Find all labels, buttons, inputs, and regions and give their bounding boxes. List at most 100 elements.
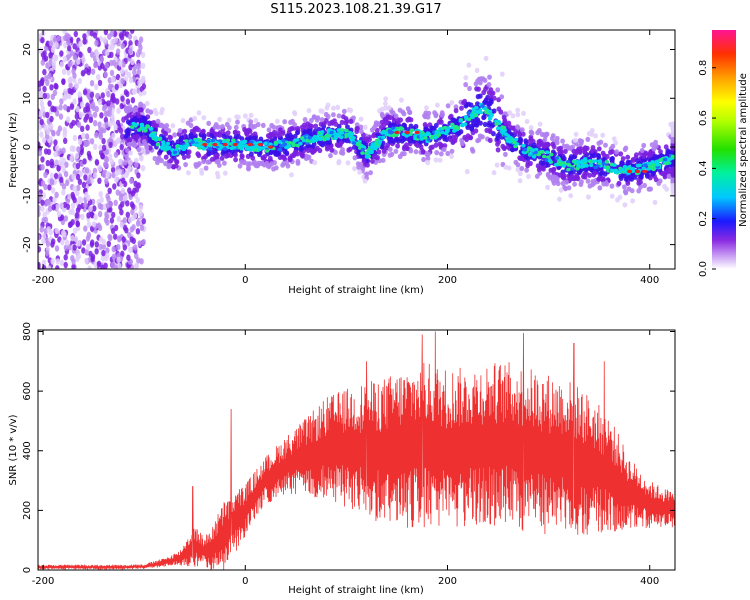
spectral-core-cell	[298, 141, 303, 146]
noise-cell	[116, 256, 121, 264]
spectral-peak-cell	[232, 142, 238, 147]
noise-cell	[63, 215, 69, 222]
spectral-cell	[556, 146, 562, 152]
spectral-core-cell	[131, 121, 136, 126]
spectral-cell	[642, 152, 648, 158]
spectral-core-cell	[252, 148, 258, 152]
spectral-core-cell	[398, 126, 404, 130]
spectral-cell	[307, 130, 313, 136]
spectral-cell	[517, 170, 523, 177]
noise-cell	[46, 128, 51, 135]
spectral-core-cell	[450, 122, 455, 127]
noise-cell	[97, 98, 103, 106]
spectral-cell	[371, 154, 377, 160]
noise-cell	[118, 60, 123, 67]
spectral-cell	[510, 146, 516, 153]
noise-cell	[40, 59, 45, 66]
spectral-core-cell	[145, 124, 150, 128]
noise-cell	[114, 176, 119, 183]
noise-cell	[63, 244, 69, 251]
x-tick-label: 0	[242, 576, 248, 587]
noise-cell	[72, 98, 77, 105]
spectral-core-cell	[593, 165, 598, 170]
noise-cell	[38, 210, 41, 217]
noise-cell	[100, 255, 106, 262]
spectral-cell	[309, 117, 314, 123]
noise-cell	[93, 61, 98, 69]
noise-cell	[97, 79, 103, 87]
spectral-cell	[622, 146, 628, 152]
spectral-cell	[383, 101, 388, 107]
colorbar-tick-label: 0.4	[698, 160, 709, 176]
noise-cell	[72, 185, 77, 192]
spectral-core-cell	[664, 161, 670, 166]
spectral-cell	[614, 149, 619, 155]
spectral-cell	[315, 115, 321, 121]
noise-cell	[83, 225, 88, 232]
spectral-cell	[635, 158, 641, 164]
spectral-cell	[167, 134, 173, 140]
noise-cell	[77, 178, 83, 185]
spectral-cell	[269, 122, 275, 129]
spectral-core-cell	[263, 141, 268, 146]
noise-cell	[84, 191, 89, 198]
spectral-core-cell	[351, 141, 357, 145]
noise-cell	[59, 50, 64, 57]
spectral-cell	[352, 155, 358, 161]
spectral-cell	[159, 110, 164, 116]
spectral-core-cell	[129, 125, 135, 129]
noise-cell	[38, 47, 43, 54]
spectral-cell	[482, 77, 488, 83]
spectral-cell	[582, 146, 588, 152]
spectral-core-cell	[605, 165, 610, 169]
spectral-cell	[515, 112, 521, 118]
noise-cell	[105, 247, 110, 254]
y-tick-label: 10	[22, 92, 33, 105]
noise-cell	[76, 253, 82, 260]
noise-cell	[107, 187, 112, 194]
spectral-cell	[127, 136, 133, 142]
noise-cell	[58, 104, 63, 111]
noise-cell	[101, 170, 106, 178]
spectral-cell	[136, 113, 142, 119]
noise-cell	[96, 260, 102, 267]
spectral-core-cell	[199, 145, 205, 149]
spectral-cell	[401, 136, 407, 142]
spectral-cell	[147, 145, 153, 151]
spectral-cell	[482, 121, 488, 127]
spectral-cell	[183, 162, 189, 168]
spectral-cell	[237, 163, 243, 169]
spectral-cell	[500, 143, 506, 149]
spectral-core-cell	[419, 137, 424, 141]
spectral-cell	[647, 152, 652, 158]
noise-cell	[54, 41, 59, 48]
y-tick-label: 200	[22, 501, 33, 520]
noise-cell	[98, 191, 103, 198]
noise-cell	[110, 166, 116, 174]
spectral-cell	[313, 123, 319, 129]
spectral-cell	[182, 128, 188, 134]
noise-cell	[113, 151, 119, 158]
spectral-cell	[387, 138, 393, 144]
noise-cell	[140, 62, 146, 70]
spectral-core-cell	[148, 133, 154, 138]
noise-cell	[62, 137, 68, 144]
spectral-cell	[203, 153, 209, 160]
spectral-cell	[600, 132, 606, 138]
spectral-cell	[537, 121, 543, 127]
noise-cell	[81, 181, 87, 188]
spectral-cell	[186, 153, 191, 159]
spectral-cell	[439, 112, 445, 118]
spectral-core-cell	[194, 143, 200, 148]
spectral-cell	[527, 138, 533, 144]
noise-cell	[75, 173, 81, 181]
spectral-cell	[181, 154, 187, 160]
noise-cell	[50, 258, 55, 265]
spectral-cell	[598, 171, 604, 177]
spectral-cell	[670, 121, 675, 127]
noise-cell	[62, 88, 68, 95]
noise-cell	[59, 202, 64, 209]
spectral-core-cell	[588, 160, 593, 164]
spectral-cell	[503, 151, 508, 157]
noise-cell	[116, 243, 121, 251]
